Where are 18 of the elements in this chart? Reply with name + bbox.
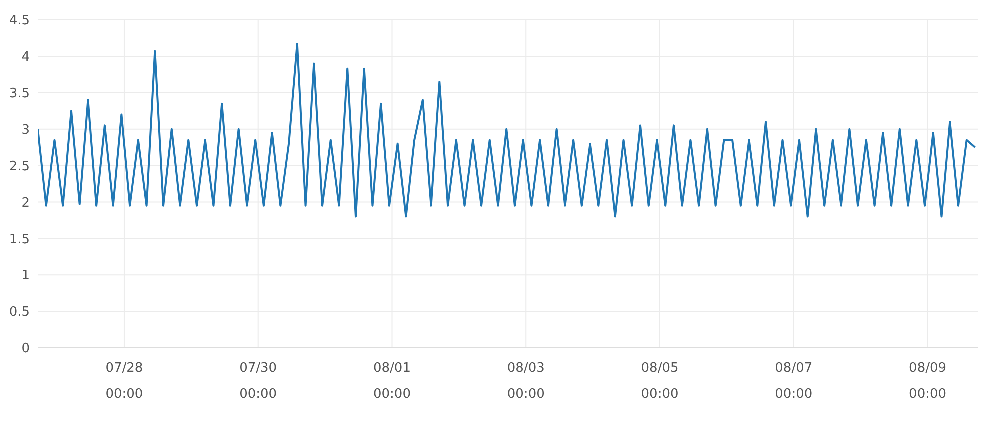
y-tick-label: 4 (22, 50, 30, 66)
x-tick-label: 08/07 00:00 (775, 361, 813, 402)
y-tick-label: 1 (22, 268, 30, 284)
x-tick-label: 08/03 00:00 (507, 361, 545, 402)
y-tick-label: 1.5 (9, 232, 30, 248)
x-tick-label: 07/30 00:00 (240, 361, 278, 402)
y-tick-label: 4.5 (9, 14, 30, 29)
x-tick-label: 08/01 00:00 (374, 361, 411, 402)
y-tick-label: 0.5 (9, 305, 30, 320)
y-tick-label: 2 (22, 196, 30, 211)
y-tick-label: 3.5 (9, 86, 30, 102)
y-tick-label: 2.5 (9, 159, 30, 174)
y-tick-label: 0 (22, 342, 30, 357)
x-tick-label: 08/09 00:00 (909, 361, 947, 402)
x-tick-label: 07/28 00:00 (106, 361, 144, 402)
y-tick-label: 3 (22, 122, 30, 138)
x-tick-label: 08/05 00:00 (641, 361, 679, 402)
line-series (38, 43, 976, 218)
